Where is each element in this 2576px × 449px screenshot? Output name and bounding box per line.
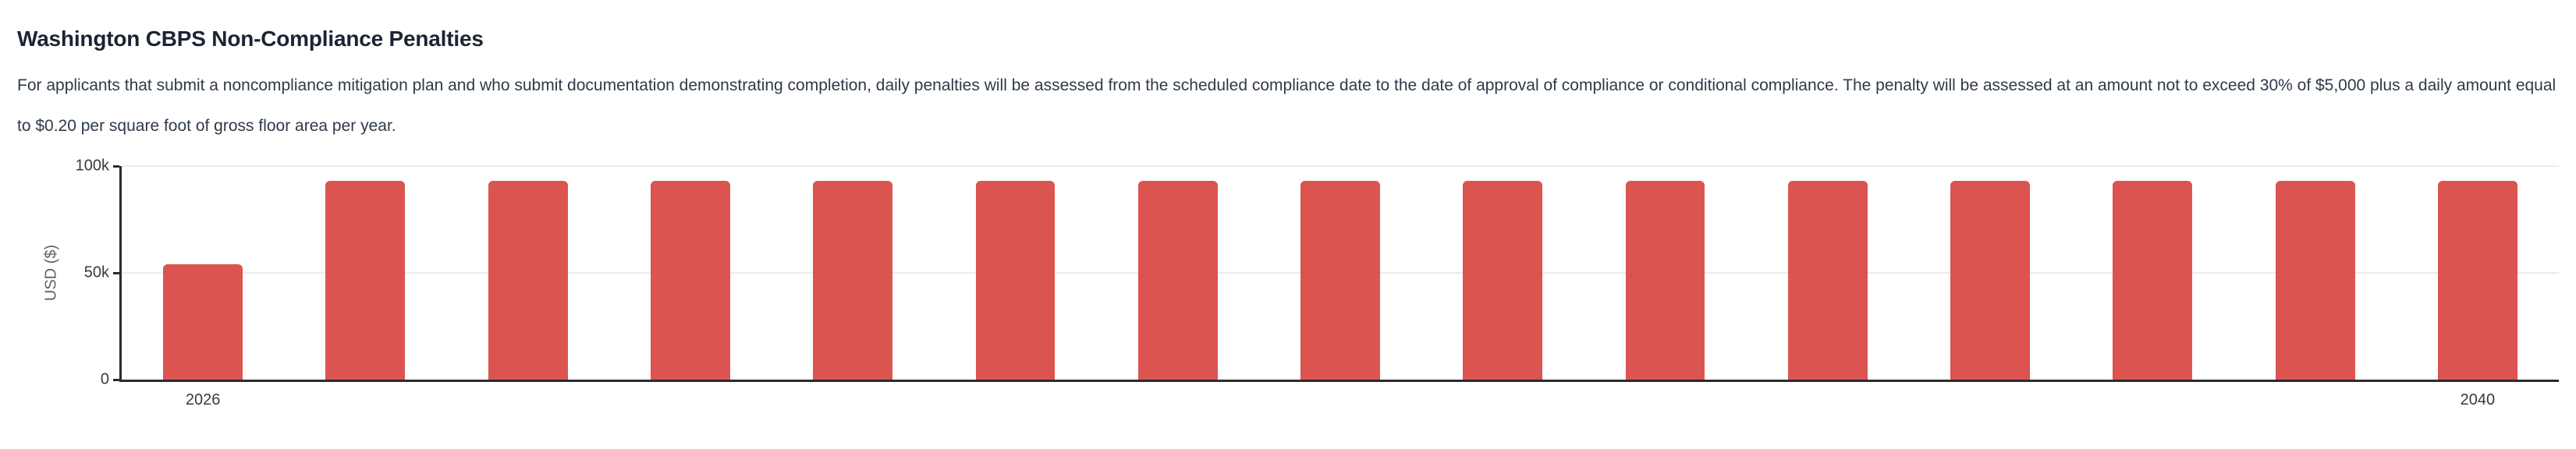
y-tick-mark-50k bbox=[113, 271, 119, 274]
bar-2032 bbox=[1137, 181, 1218, 380]
bar-2029 bbox=[651, 181, 730, 380]
chart-description: For applicants that submit a noncomplian… bbox=[17, 76, 2556, 135]
bar-2036 bbox=[1787, 181, 1868, 380]
x-tick-label-2040: 2040 bbox=[2460, 391, 2496, 408]
bar-2040 bbox=[2437, 181, 2517, 380]
bar-2038 bbox=[2113, 181, 2193, 380]
plot-area: USD ($) 0 50k 100k 2026 2040 bbox=[43, 157, 2559, 408]
x-tick-label-2026: 2026 bbox=[185, 391, 221, 408]
bar-2030 bbox=[813, 181, 893, 380]
y-tick-mark-100k bbox=[113, 164, 119, 168]
bar-2034 bbox=[1463, 181, 1543, 380]
y-tick-label-50k: 50k bbox=[83, 263, 109, 281]
y-tick-mark-0 bbox=[113, 378, 119, 381]
y-axis-title: USD ($) bbox=[42, 244, 60, 302]
bar-2035 bbox=[1625, 181, 1705, 380]
page-title: Washington CBPS Non-Compliance Penalties bbox=[17, 27, 484, 51]
bar-2037 bbox=[1950, 181, 2030, 380]
bar-2039 bbox=[2275, 181, 2355, 380]
bar-2033 bbox=[1300, 181, 1380, 380]
bar-2026 bbox=[163, 264, 243, 380]
gridline-100k bbox=[122, 165, 2559, 167]
bar-2031 bbox=[975, 181, 1056, 380]
bar-2027 bbox=[325, 181, 406, 380]
y-tick-label-0: 0 bbox=[100, 370, 109, 388]
y-tick-label-100k: 100k bbox=[75, 157, 109, 175]
bar-2028 bbox=[488, 181, 568, 380]
